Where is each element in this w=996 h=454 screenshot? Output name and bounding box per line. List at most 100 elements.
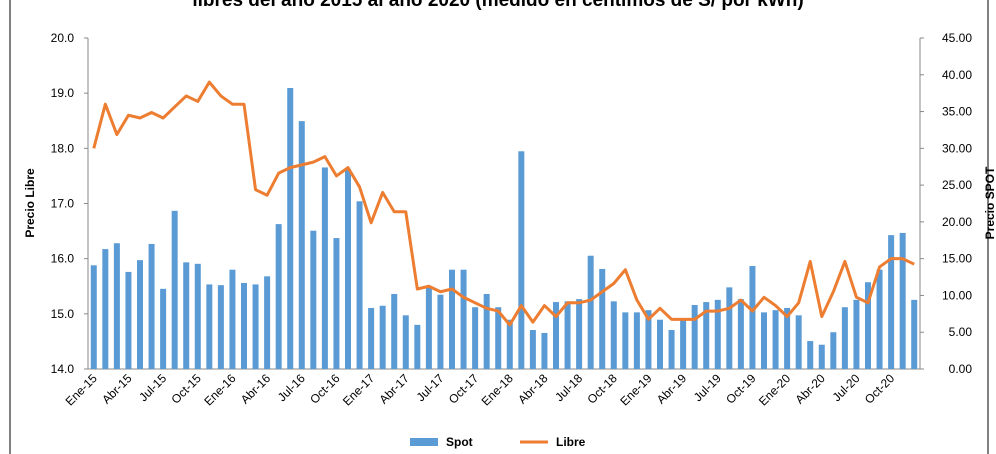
y2-tick-label: 35.00 — [942, 105, 972, 119]
bar — [564, 301, 571, 369]
y2-tick-label: 15.00 — [942, 252, 972, 266]
bar — [610, 301, 617, 369]
y-tick-label: 14.0 — [51, 362, 75, 376]
x-tick-label: Oct-17 — [446, 371, 482, 407]
bar — [148, 243, 155, 369]
bar — [425, 287, 432, 369]
x-tick-label: Oct-20 — [862, 371, 898, 407]
bar — [171, 210, 178, 369]
bar — [402, 315, 409, 369]
x-tick-label: Ene-18 — [479, 371, 516, 408]
bar — [368, 307, 375, 369]
x-tick-label: Oct-15 — [169, 371, 205, 407]
bar — [714, 299, 721, 369]
x-tick-label: Ene-15 — [63, 371, 100, 408]
bar — [264, 276, 271, 369]
bar — [391, 293, 398, 369]
bar — [841, 307, 848, 369]
bar — [414, 324, 421, 369]
bar — [460, 269, 467, 369]
bar — [275, 224, 282, 369]
y-axis-title: Precio Libre — [23, 168, 37, 238]
bar — [229, 269, 236, 369]
x-tick-label: Ene-16 — [201, 371, 238, 408]
bar — [899, 232, 906, 369]
bar — [287, 88, 294, 370]
bar — [298, 121, 305, 370]
bar — [911, 299, 918, 369]
x-tick-label: Jul-15 — [136, 371, 169, 404]
bar — [737, 299, 744, 369]
bar — [252, 284, 259, 369]
y2-tick-label: 0.00 — [949, 362, 973, 376]
y-tick-label: 16.0 — [51, 252, 75, 266]
bar — [784, 307, 791, 369]
bar — [691, 305, 698, 369]
bar — [876, 269, 883, 369]
bar — [206, 284, 213, 369]
bar — [645, 310, 652, 369]
y-tick-label: 17.0 — [51, 197, 75, 211]
chart-frame — [9, 0, 989, 454]
bar — [437, 294, 444, 369]
bar — [657, 319, 663, 369]
legend-label: Spot — [446, 435, 473, 449]
bar — [518, 151, 525, 369]
line — [92, 80, 915, 327]
bar — [333, 238, 340, 369]
chart-title: libres del año 2015 al año 2020 (medido … — [192, 0, 803, 11]
x-tick-label: Abr-19 — [654, 371, 690, 407]
x-tick-label: Oct-19 — [723, 371, 759, 407]
bar — [680, 318, 687, 369]
bar — [830, 332, 837, 369]
x-tick-label: Ene-19 — [617, 371, 654, 408]
y-tick-label: 20.0 — [51, 31, 75, 45]
bar — [807, 341, 814, 369]
y2-tick-label: 25.00 — [942, 178, 972, 192]
bar — [853, 299, 860, 369]
bar — [587, 255, 594, 369]
bar — [703, 302, 710, 369]
bar — [472, 307, 479, 369]
x-tick-label: Abr-15 — [99, 371, 135, 407]
bar — [379, 305, 386, 369]
y2-tick-label: 40.00 — [942, 68, 972, 82]
bar — [321, 167, 328, 369]
y-tick-label: 18.0 — [51, 141, 75, 155]
bar — [865, 282, 871, 369]
x-tick-label: Abr-20 — [793, 371, 829, 407]
bar — [483, 293, 490, 369]
bar — [541, 332, 548, 369]
bar — [622, 312, 629, 369]
legend-swatch — [410, 438, 438, 446]
y2-axis-title: Precio SPOT — [983, 166, 996, 239]
bar — [749, 266, 756, 369]
bar — [356, 201, 363, 369]
x-tick-label: Abr-17 — [377, 371, 413, 407]
bar — [633, 312, 640, 369]
bar — [160, 288, 167, 369]
bar — [795, 315, 802, 369]
bar — [241, 282, 247, 369]
bar — [599, 268, 606, 369]
x-tick-label: Ene-17 — [340, 371, 377, 408]
y-tick-label: 15.0 — [51, 307, 75, 321]
x-tick-label: Jul-17 — [414, 371, 447, 404]
bar — [137, 260, 143, 369]
bar — [183, 262, 190, 369]
x-tick-label: Jul-18 — [552, 371, 585, 404]
y2-tick-label: 10.00 — [942, 288, 972, 302]
legend-label: Libre — [556, 435, 586, 449]
x-tick-label: Abr-18 — [515, 371, 551, 407]
bar — [345, 168, 351, 369]
y2-tick-label: 5.00 — [949, 325, 973, 339]
bar — [310, 230, 317, 369]
y-tick-label: 19.0 — [51, 86, 75, 100]
x-tick-label: Jul-19 — [691, 371, 724, 404]
x-tick-label: Abr-16 — [238, 371, 274, 407]
x-tick-label: Ene-20 — [756, 371, 793, 408]
bar — [772, 310, 779, 369]
bar — [449, 269, 455, 369]
x-tick-label: Jul-20 — [830, 371, 863, 404]
